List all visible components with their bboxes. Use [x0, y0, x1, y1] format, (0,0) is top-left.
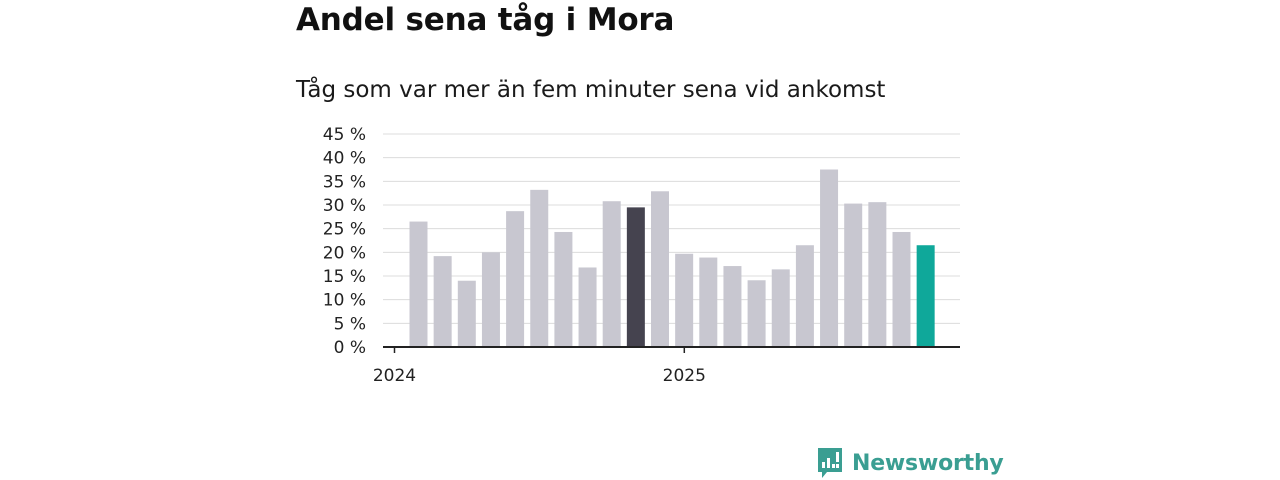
bar [892, 231, 911, 347]
chart-title: Andel sena tåg i Mora [296, 2, 675, 38]
y-tick-label: 45 % [323, 125, 366, 145]
bar [433, 256, 452, 347]
bar [578, 267, 597, 347]
bar [747, 280, 766, 347]
bar [771, 269, 790, 347]
grid-lines [383, 133, 960, 324]
bar [795, 245, 814, 347]
bar [602, 201, 621, 347]
newsworthy-logo-icon [818, 448, 842, 478]
bar [651, 191, 669, 347]
x-tick-label: 2024 [373, 366, 416, 386]
y-tick-label: 0 % [334, 338, 366, 358]
y-tick-label: 30 % [323, 196, 366, 216]
bar [409, 221, 428, 347]
y-axis-ticks: 0 % 5 % 10 % 15 % 20 % 25 % 30 % 35 % 40 % 45 % [323, 125, 366, 358]
bar [530, 189, 549, 347]
bar [723, 266, 742, 347]
bar [481, 252, 500, 347]
x-axis-ticks: 2024 2025 [373, 347, 706, 386]
y-tick-label: 20 % [323, 243, 366, 263]
bar [506, 211, 525, 347]
y-tick-label: 10 % [323, 291, 366, 311]
y-tick-label: 40 % [323, 149, 366, 169]
bar [844, 203, 863, 347]
bar [868, 202, 887, 347]
bar [675, 253, 694, 347]
bar [626, 207, 645, 347]
bar [916, 245, 935, 347]
bar [820, 169, 839, 347]
y-tick-label: 25 % [323, 220, 366, 240]
bar [457, 280, 476, 347]
brand: Newsworthy [816, 446, 1004, 480]
y-tick-label: 15 % [323, 267, 366, 287]
brand-name: Newsworthy [852, 450, 1004, 476]
x-tick-label: 2025 [663, 366, 706, 386]
y-tick-label: 5 % [334, 314, 366, 334]
y-tick-label: 35 % [323, 172, 366, 192]
bar [699, 257, 718, 347]
bars [409, 169, 935, 347]
bar [554, 231, 573, 347]
chart-subtitle: Tåg som var mer än fem minuter sena vid … [296, 77, 886, 103]
